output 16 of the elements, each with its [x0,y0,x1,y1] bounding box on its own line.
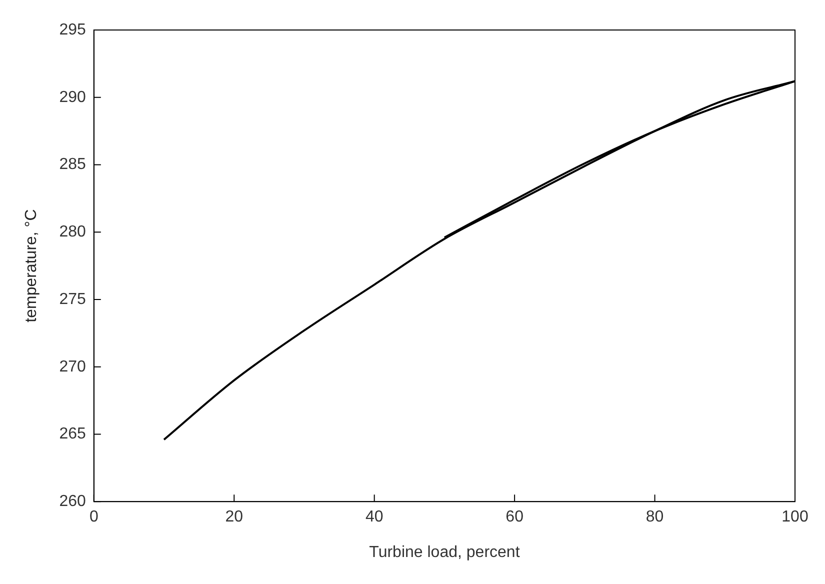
y-tick-label: 270 [59,358,86,376]
x-tick-label: 60 [506,508,524,526]
y-axis-title: temperature, °C [23,209,40,322]
x-tick-label: 40 [365,508,384,526]
x-tick-label: 100 [782,508,808,526]
y-tick-label: 285 [59,156,86,174]
x-tick-label: 80 [646,508,664,526]
y-tick-label: 290 [59,88,86,106]
y-tick-label: 275 [59,290,86,308]
x-tick-label: 20 [225,508,244,526]
y-tick-label: 295 [59,21,86,38]
y-tick-label: 280 [59,224,86,241]
x-axis-title: Turbine load, percent [369,544,520,561]
y-tick-label: 265 [59,426,86,443]
x-tick-label: 0 [89,508,98,526]
y-tick-label: 260 [59,493,86,510]
